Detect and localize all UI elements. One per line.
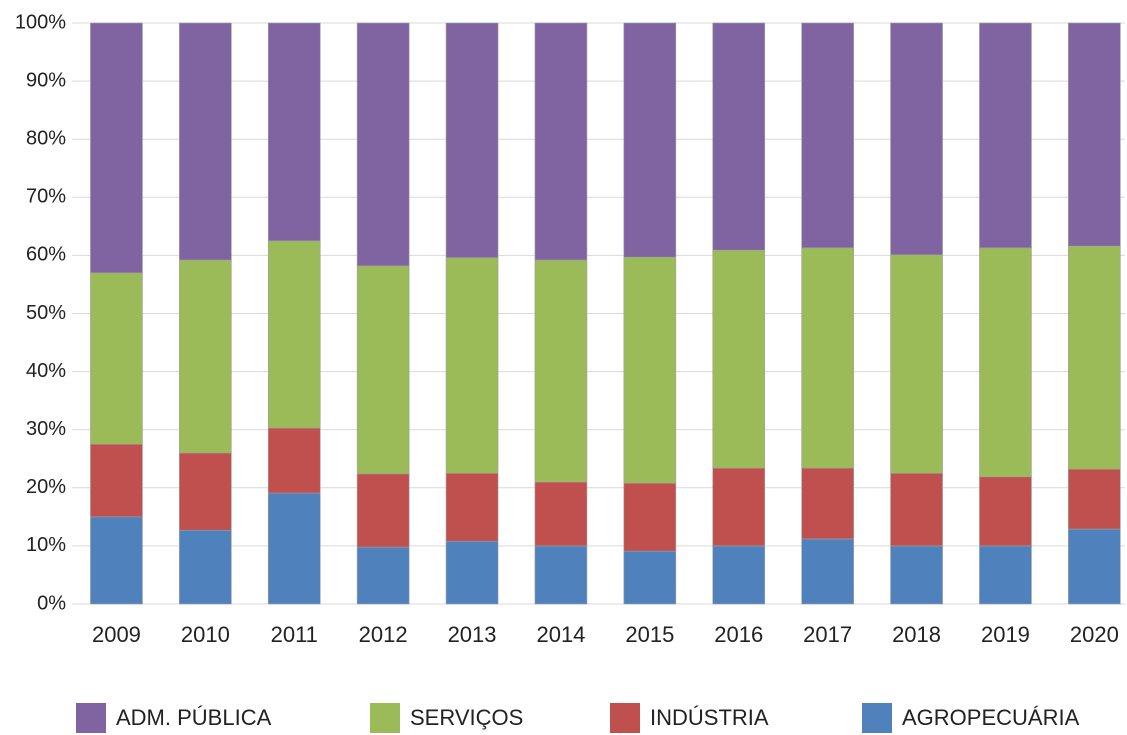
bar-segment xyxy=(356,22,410,267)
bar-segment xyxy=(179,452,232,531)
x-tick-label: 2011 xyxy=(271,622,318,647)
bar-segment xyxy=(179,259,232,454)
x-tick-label: 2009 xyxy=(92,622,141,647)
bar-segment xyxy=(712,467,766,547)
legend-swatch xyxy=(610,703,640,733)
bar-segment xyxy=(712,249,766,469)
x-tick-label: 2015 xyxy=(625,622,674,647)
bar-segment xyxy=(267,240,321,429)
y-tick-label: 30% xyxy=(26,418,66,440)
legend-swatch xyxy=(76,703,106,733)
y-tick-label: 20% xyxy=(26,476,66,498)
bar-segment xyxy=(1068,22,1121,247)
y-tick-label: 60% xyxy=(26,244,66,266)
bar-segment xyxy=(801,22,854,249)
legend-label: INDÚSTRIA xyxy=(650,705,769,730)
y-tick-label: 100% xyxy=(15,11,66,33)
x-tick-label: 2020 xyxy=(1070,622,1119,647)
bar-segment xyxy=(356,473,410,548)
x-tick-label: 2019 xyxy=(981,622,1030,647)
legend-label: SERVIÇOS xyxy=(410,705,523,730)
bar-segment xyxy=(445,540,499,605)
bar-segment xyxy=(801,467,854,540)
bar-segment xyxy=(179,529,232,605)
y-tick-label: 90% xyxy=(26,69,66,91)
legend-label: ADM. PÚBLICA xyxy=(116,705,272,730)
bar-segment xyxy=(623,22,677,258)
bar-segment xyxy=(356,265,410,475)
legend-swatch xyxy=(370,703,400,733)
bar-segment xyxy=(90,516,143,605)
y-tick-label: 40% xyxy=(26,360,66,382)
y-tick-label: 70% xyxy=(26,186,66,208)
bar-segment xyxy=(623,550,677,605)
bar-segment xyxy=(712,545,766,605)
bar-segment xyxy=(890,472,943,547)
bar-segment xyxy=(1068,245,1121,470)
bar-segment xyxy=(445,472,499,542)
bar-segment xyxy=(890,545,943,605)
bar-segment xyxy=(445,257,499,474)
bar-segment xyxy=(979,22,1032,249)
bar-segment xyxy=(890,22,943,256)
bar-segment xyxy=(712,22,766,251)
x-tick-label: 2010 xyxy=(181,622,230,647)
bar-segment xyxy=(90,22,143,274)
bar-segment xyxy=(979,545,1032,605)
x-tick-label: 2013 xyxy=(448,622,497,647)
bar-segment xyxy=(90,272,143,445)
x-tick-label: 2017 xyxy=(803,622,852,647)
legend-label: AGROPECUÁRIA xyxy=(902,705,1080,730)
x-tick-label: 2018 xyxy=(892,622,941,647)
x-tick-label: 2012 xyxy=(359,622,408,647)
y-tick-label: 0% xyxy=(37,592,66,614)
bar-segment xyxy=(267,492,321,605)
bar-segment xyxy=(90,443,143,518)
bar-segment xyxy=(1068,468,1121,530)
bar-segment xyxy=(801,247,854,469)
bar-segment xyxy=(801,538,854,605)
bar-segment xyxy=(890,254,943,474)
bar-segment xyxy=(623,256,677,484)
bar-segment xyxy=(534,481,588,547)
bar-segment xyxy=(1068,528,1121,605)
x-tick-label: 2014 xyxy=(536,622,585,647)
bar-segment xyxy=(534,259,588,483)
bar-segment xyxy=(267,427,321,494)
legend-swatch xyxy=(862,703,892,733)
y-tick-label: 10% xyxy=(26,534,66,556)
bar-segment xyxy=(445,22,499,259)
bar-segment xyxy=(356,546,410,605)
bar-segment xyxy=(534,22,588,261)
bar-segment xyxy=(534,545,588,605)
x-tick-label: 2016 xyxy=(714,622,763,647)
bar-segment xyxy=(179,22,232,261)
bar-segment xyxy=(267,22,321,242)
bar-segment xyxy=(979,247,1032,478)
y-tick-label: 80% xyxy=(26,127,66,149)
bar-segment xyxy=(979,476,1032,547)
bar-segment xyxy=(623,482,677,552)
y-tick-label: 50% xyxy=(26,302,66,324)
